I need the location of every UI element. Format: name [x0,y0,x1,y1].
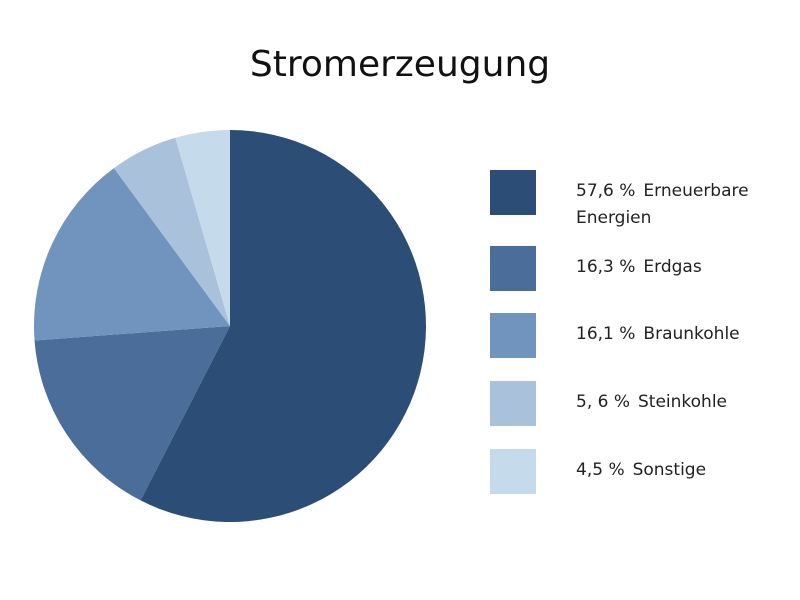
legend-entry: 16,3 % Erdgas [576,254,771,281]
legend-swatch [490,246,536,291]
legend-label: Erneuerbare Energien [576,181,749,228]
legend-value: 5, 6 % [576,392,630,412]
pie-slice [34,168,231,341]
legend-swatch [490,449,536,494]
legend-swatch [490,313,536,358]
legend-value: 16,1 % [576,324,636,344]
legend-entry: 57,6 % Erneuerbare Energien [576,178,771,232]
legend-label: Erdgas [643,257,702,277]
pie-slice [113,137,230,326]
legend-value: 57,6 % [576,181,636,201]
chart-title: Stromerzeugung [249,44,551,85]
legend-value: 16,3 % [576,257,636,277]
legend-label: Sonstige [632,460,707,480]
pie-slice [140,130,426,522]
legend-label: Steinkohle [638,392,728,412]
legend-swatch [490,381,536,426]
legend-label: Braunkohle [643,324,740,344]
legend-entry: 16,1 % Braunkohle [576,321,771,348]
legend-entry: 4,5 % Sonstige [576,457,771,484]
pie-slice [175,130,230,326]
pie-slice [34,326,231,501]
legend-entry: 5, 6 % Steinkohle [576,389,771,416]
legend-swatch [490,170,536,215]
legend-value: 4,5 % [576,460,625,480]
